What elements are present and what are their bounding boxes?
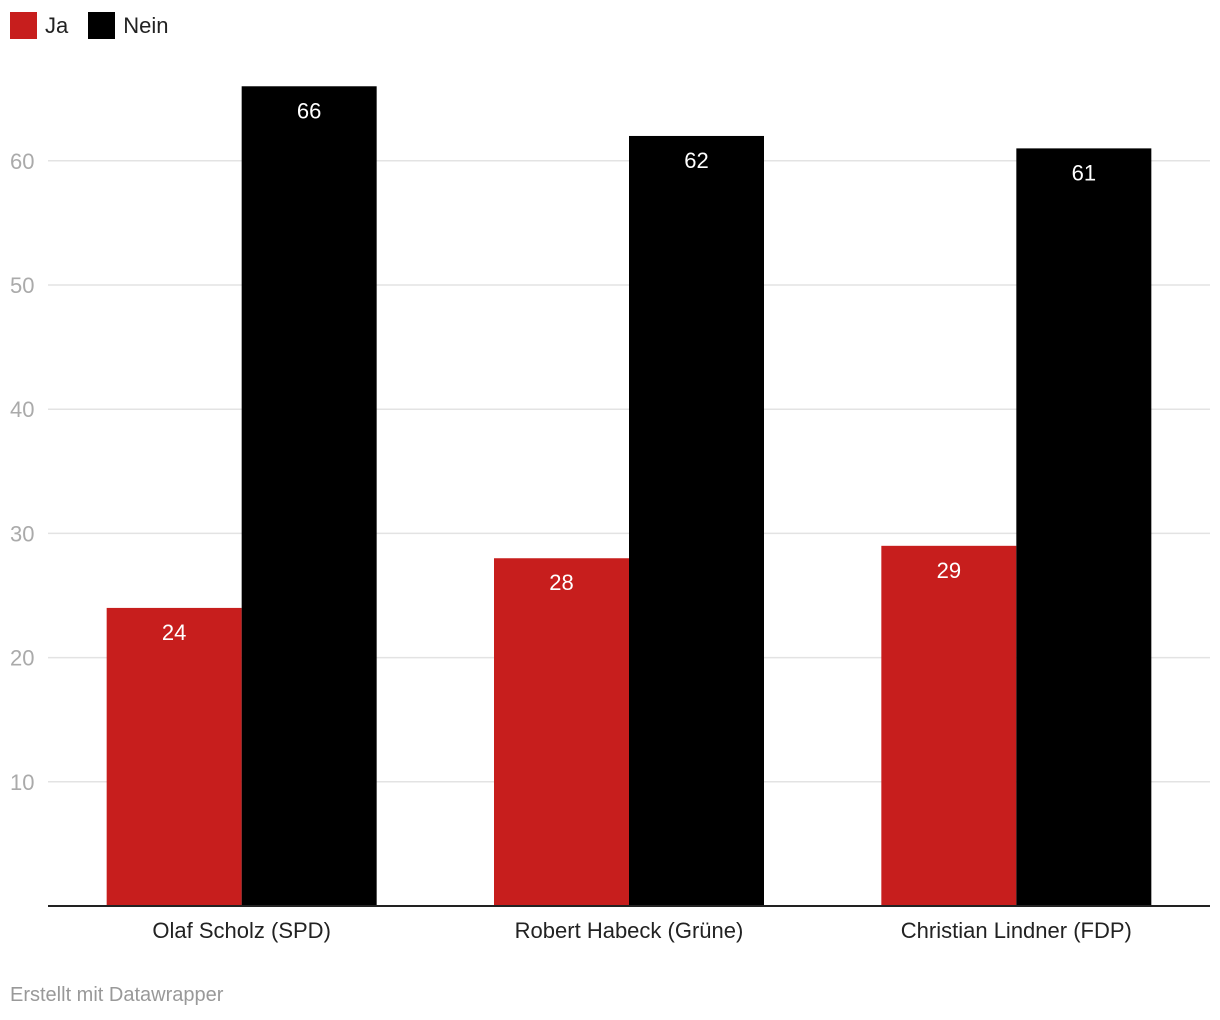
bar-nein-2 bbox=[1016, 148, 1152, 906]
y-tick-label-60: 60 bbox=[10, 149, 34, 174]
data-label-ja-1: 28 bbox=[549, 570, 573, 595]
legend-swatch-nein bbox=[88, 12, 116, 39]
bar-ja-1 bbox=[494, 558, 629, 906]
y-tick-label-10: 10 bbox=[10, 770, 34, 795]
y-tick-label-50: 50 bbox=[10, 273, 34, 298]
legend: Ja Nein bbox=[10, 12, 169, 39]
footer-credit: Erstellt mit Datawrapper bbox=[10, 984, 224, 1006]
bar-ja-0 bbox=[106, 607, 242, 906]
data-label-nein-1: 62 bbox=[684, 148, 708, 173]
data-label-nein-2: 61 bbox=[1072, 160, 1096, 185]
bar-nein-1 bbox=[629, 135, 764, 906]
legend-item-ja: Ja bbox=[10, 12, 68, 39]
bar-ja-2 bbox=[881, 545, 1017, 906]
category-label-0: Olaf Scholz (SPD) bbox=[152, 918, 331, 943]
bar-nein-0 bbox=[241, 86, 377, 906]
legend-label-ja: Ja bbox=[45, 12, 69, 38]
y-tick-label-20: 20 bbox=[10, 646, 34, 671]
data-label-nein-0: 66 bbox=[297, 98, 321, 123]
data-label-ja-2: 29 bbox=[937, 558, 961, 583]
y-tick-label-40: 40 bbox=[10, 397, 34, 422]
category-label-2: Christian Lindner (FDP) bbox=[901, 918, 1132, 943]
y-tick-label-30: 30 bbox=[10, 521, 34, 546]
category-label-1: Robert Habeck (Grüne) bbox=[515, 918, 744, 943]
legend-item-nein: Nein bbox=[88, 12, 169, 39]
legend-label-nein: Nein bbox=[123, 12, 169, 38]
legend-swatch-ja bbox=[10, 12, 37, 39]
data-label-ja-0: 24 bbox=[162, 620, 186, 645]
